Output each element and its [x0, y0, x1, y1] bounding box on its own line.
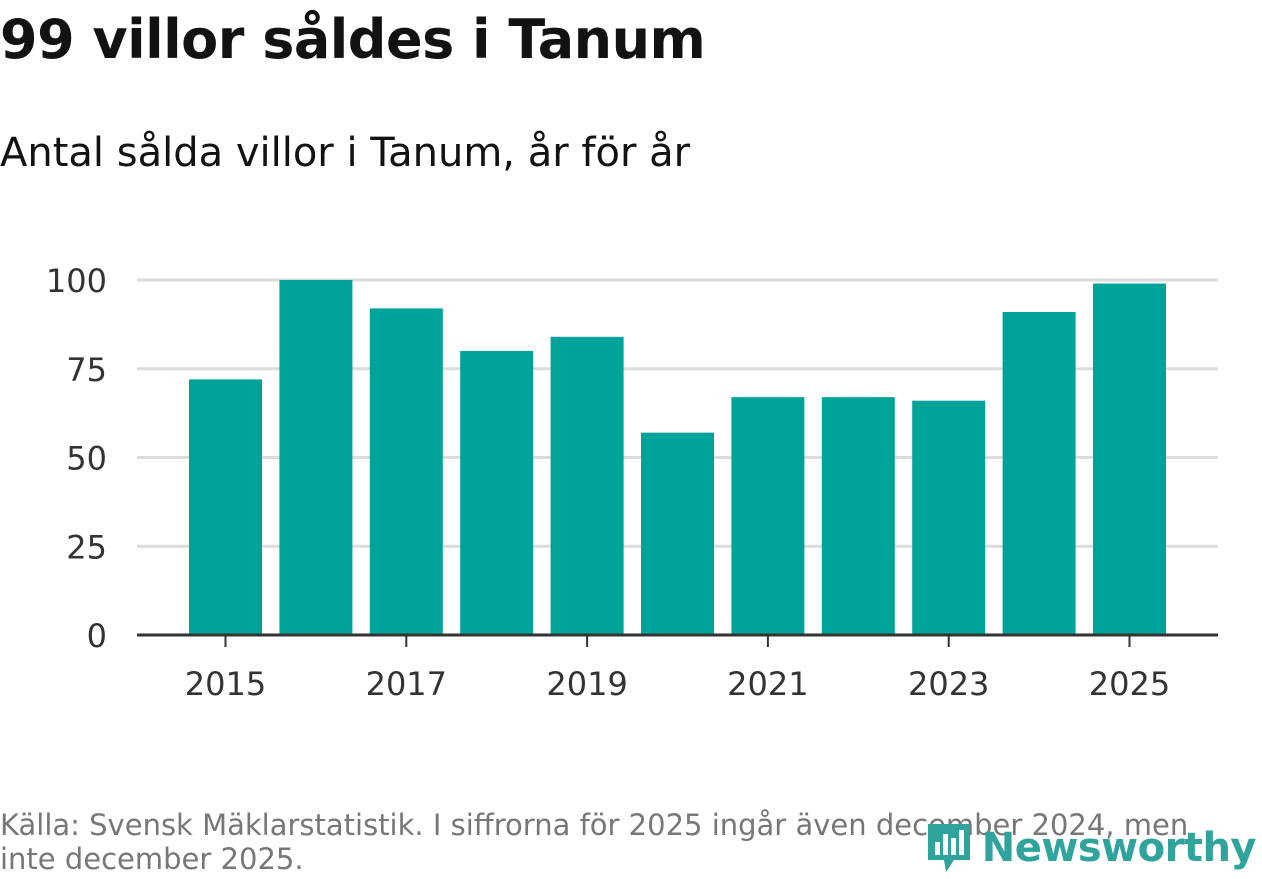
x-tick-label: 2019	[546, 665, 627, 703]
bar-2015	[189, 379, 262, 635]
x-tick-label: 2023	[908, 665, 989, 703]
x-axis: 2015 2017 2019 2021 2023 2025	[137, 633, 1218, 703]
chart-subtitle: Antal sålda villor i Tanum, år för år	[0, 130, 691, 176]
bar-2017	[369, 308, 443, 635]
x-tick-label: 2025	[1089, 665, 1170, 703]
bar-2022	[821, 397, 895, 635]
y-tick-label: 25	[66, 528, 107, 566]
source-note: Källa: Svensk Mäklarstatistik. I siffror…	[0, 808, 1189, 876]
bar-2020	[641, 432, 714, 635]
newsworthy-logo-text: Newsworthy	[981, 825, 1257, 871]
y-tick-label: 100	[46, 262, 107, 300]
bar-2019	[550, 336, 624, 635]
x-tick-label: 2021	[727, 665, 808, 703]
bar-2023	[912, 400, 986, 635]
y-tick-label: 50	[66, 440, 107, 478]
y-axis-ticks: 0 25 50 75 100	[46, 262, 107, 655]
y-tick-label: 75	[66, 351, 107, 389]
chart-title: 99 villor såldes i Tanum	[0, 8, 706, 71]
bars	[189, 280, 1166, 635]
bar-2016	[279, 280, 353, 635]
newsworthy-logo: Newsworthy	[924, 820, 1257, 876]
x-tick-label: 2017	[366, 665, 447, 703]
y-tick-label: 0	[87, 617, 107, 655]
bar-2024	[1002, 311, 1076, 635]
x-tick-label: 2015	[185, 665, 266, 703]
newsworthy-bar-chart-icon	[927, 824, 970, 872]
bar-2021	[731, 397, 805, 635]
bar-2018	[460, 351, 534, 635]
bar-2025	[1093, 283, 1166, 635]
